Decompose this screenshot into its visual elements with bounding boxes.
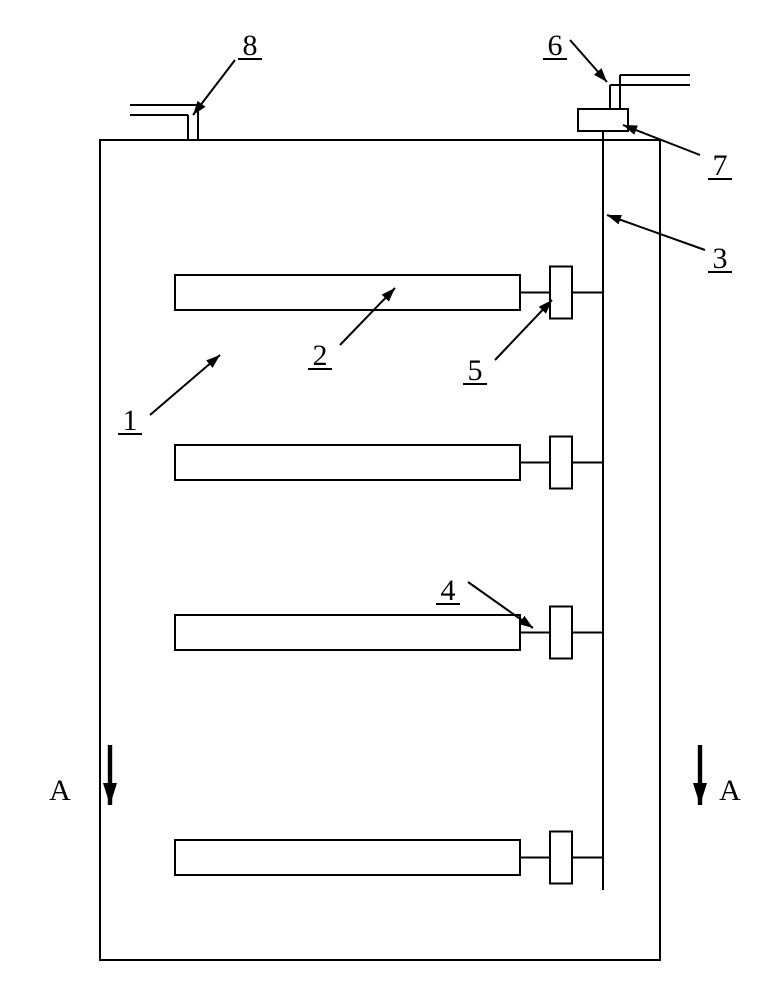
callout-label-5: 5: [463, 300, 552, 387]
svg-text:A: A: [49, 774, 71, 807]
callout-label-8: 8: [193, 29, 262, 115]
section-mark: A: [693, 745, 741, 807]
branch-valve: [550, 437, 572, 489]
callout-number: 4: [441, 574, 456, 607]
branch-valve: [550, 607, 572, 659]
horizontal-rod: [175, 832, 603, 884]
callout-label-7: 7: [623, 125, 732, 182]
callout-label-1: 1: [118, 355, 220, 437]
callout-number: 6: [548, 29, 563, 62]
callout-number: 3: [713, 242, 728, 275]
callout-number: 5: [468, 354, 483, 387]
svg-text:A: A: [719, 774, 741, 807]
inlet-port-right: [610, 75, 690, 109]
vessel-body: [100, 140, 660, 960]
horizontal-rod: [175, 607, 603, 659]
main-valve: [578, 109, 628, 131]
branch-valve: [550, 832, 572, 884]
callout-number: 2: [313, 339, 328, 372]
outlet-port-left: [130, 105, 198, 140]
callout-number: 1: [123, 404, 138, 437]
section-mark: A: [49, 745, 117, 807]
callout-label-6: 6: [543, 29, 607, 82]
branch-valve: [550, 267, 572, 319]
horizontal-rod: [175, 437, 603, 489]
callout-number: 8: [243, 29, 258, 62]
callout-label-3: 3: [607, 215, 732, 275]
callout-number: 7: [713, 149, 728, 182]
